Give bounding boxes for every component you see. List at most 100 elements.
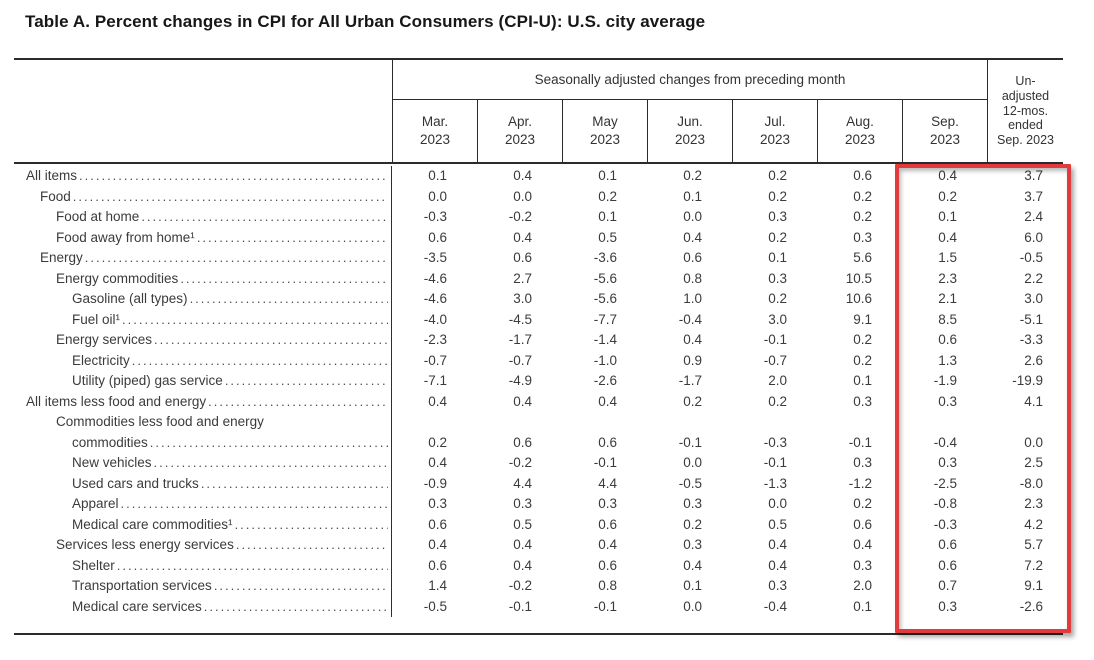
row-label-cell: Fuel oil¹...............................… [14, 309, 392, 331]
row-label-cell: New vehicles............................… [14, 453, 392, 474]
value-cell: 0.1 [428, 168, 447, 183]
value-cell: -0.9 [423, 475, 447, 491]
dot-leader: ........................................… [189, 291, 388, 306]
column-header-month: Aug. 2023 [817, 100, 902, 162]
value-cell: 0.0 [768, 496, 787, 511]
value-cell: 0.2 [768, 188, 787, 204]
value-cell: 0.3 [428, 496, 447, 511]
row-label-cell: Medical care commodities¹...............… [14, 514, 392, 535]
value-cell: 0.4 [683, 332, 702, 347]
table-row: Food....................................… [14, 186, 1063, 208]
value-cell: -4.5 [508, 311, 532, 327]
row-label-line: Services less energy services...........… [14, 535, 391, 556]
value-cell: 0.2 [683, 393, 702, 409]
row-label-cell: Food....................................… [14, 186, 392, 208]
value-cell: 8.5 [938, 311, 957, 327]
value-cell: 0.1 [598, 209, 617, 224]
value-cell: 4.2 [1024, 516, 1043, 532]
value-cell: -0.1 [678, 434, 702, 450]
value-cell: 0.3 [683, 496, 702, 511]
value-cell: 0.1 [598, 168, 617, 183]
value-cell: -3.3 [1019, 332, 1043, 347]
row-label: Fuel oil¹ [72, 311, 121, 327]
value-cell: 0.2 [768, 168, 787, 183]
column-header-month: Mar. 2023 [392, 100, 477, 162]
value-cell: 0.4 [428, 393, 447, 409]
value-cell: -0.1 [593, 598, 617, 614]
value-cell: 0.3 [853, 455, 872, 470]
row-label-line: Apparel.................................… [14, 494, 391, 515]
value-cell: 0.4 [513, 393, 532, 409]
row-label-line: Energy services.........................… [14, 330, 391, 351]
value-cell: -2.3 [423, 332, 447, 347]
value-cell: 0.8 [598, 578, 617, 593]
row-label-cell: Energy services.........................… [14, 330, 392, 351]
row-label-cell: Food at home............................… [14, 207, 392, 228]
value-cell: 7.2 [1024, 557, 1043, 573]
value-cell: 0.4 [598, 393, 617, 409]
value-cell: -1.7 [678, 373, 702, 388]
row-label-cell: Commodities less food and energy commodit… [14, 412, 392, 453]
dot-leader: ........................................… [213, 578, 388, 593]
value-cell: 1.0 [683, 291, 702, 306]
value-cell: 0.2 [768, 291, 787, 306]
row-label: Apparel [72, 496, 119, 511]
value-cell: -4.6 [423, 291, 447, 306]
row-label-line: Food....................................… [14, 187, 391, 208]
row-label: Food away from home¹ [56, 229, 195, 245]
dot-leader: ........................................… [224, 373, 388, 388]
value-cell: -0.1 [508, 598, 532, 614]
row-label-line: Medical care services...................… [14, 597, 391, 618]
row-label: All items [26, 168, 78, 183]
value-cell: 6.0 [1024, 229, 1043, 245]
value-cell: 2.5 [1024, 455, 1043, 470]
value-cell: 0.6 [853, 168, 872, 183]
row-label-cell: Used cars and trucks....................… [14, 473, 392, 494]
row-label: Energy services [56, 332, 153, 347]
value-cell: -7.1 [423, 373, 447, 388]
table-row: Apparel.................................… [14, 494, 1063, 515]
column-header-unadjusted-12mo: Un- adjusted 12-mos. ended Sep. 2023 [987, 60, 1063, 162]
row-label: Services less energy services [56, 537, 234, 552]
table-row: Energy..................................… [14, 248, 1063, 269]
value-cell: 0.2 [768, 229, 787, 245]
value-cell: 0.2 [938, 188, 957, 204]
row-label: Food at home [56, 209, 140, 224]
value-cell: -0.4 [678, 311, 702, 327]
value-cell: 2.0 [768, 373, 787, 388]
table-body: All items...............................… [14, 164, 1063, 635]
value-cell: 0.6 [428, 229, 447, 245]
value-cell: 0.3 [683, 537, 702, 552]
row-label-line: All items less food and energy..........… [14, 392, 391, 413]
value-cell: 0.6 [598, 516, 617, 532]
stub-header [14, 60, 392, 162]
value-cell: 0.0 [683, 598, 702, 614]
value-cell: -2.6 [593, 373, 617, 388]
value-cell: 0.4 [513, 229, 532, 245]
row-label-line: Fuel oil¹...............................… [14, 310, 391, 331]
table-row: All items less food and energy..........… [14, 391, 1063, 413]
value-cell: 0.2 [853, 332, 872, 347]
value-cell: 2.2 [1024, 270, 1043, 286]
value-cell: 0.1 [768, 250, 787, 265]
value-cell: 2.1 [938, 291, 957, 306]
value-cell: 2.0 [853, 578, 872, 593]
value-cell: -1.7 [508, 332, 532, 347]
value-cell: 0.4 [513, 557, 532, 573]
value-cell: 2.7 [513, 270, 532, 286]
row-label-line: All items...............................… [14, 166, 391, 187]
value-cell: 0.2 [853, 209, 872, 224]
column-header-month: Jun. 2023 [647, 100, 732, 162]
value-cell: 0.6 [513, 434, 532, 450]
value-cell: 0.3 [853, 557, 872, 573]
value-cell: -0.3 [933, 516, 957, 532]
row-label-cell: Utility (piped) gas service.............… [14, 371, 392, 392]
row-label: Commodities less food and energy [56, 414, 264, 429]
value-cell: 0.2 [683, 516, 702, 532]
table-row: Medical care services...................… [14, 596, 1063, 618]
dot-leader: ........................................… [203, 598, 388, 614]
value-cell: 9.1 [853, 311, 872, 327]
row-label: Gasoline (all types) [72, 291, 188, 306]
value-cell: 0.8 [683, 270, 702, 286]
value-cell: 3.0 [1024, 291, 1043, 306]
